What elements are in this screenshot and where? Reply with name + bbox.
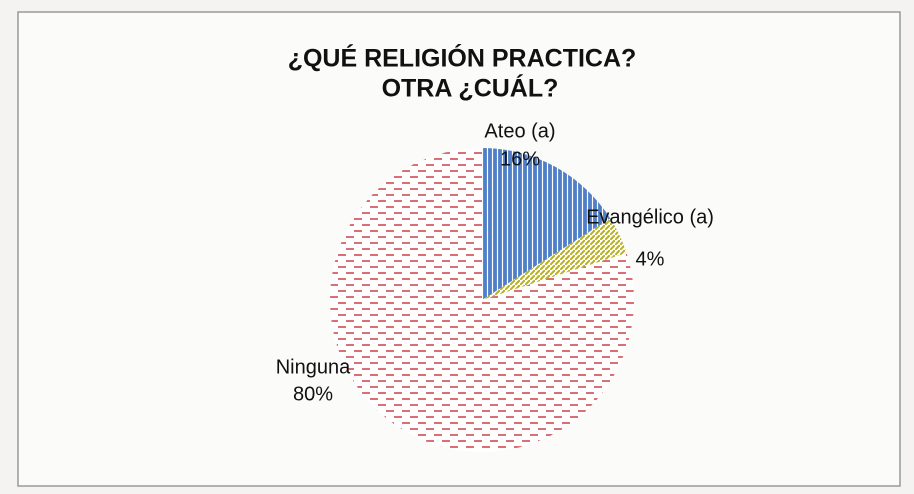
slice-value-label: 4% [636, 248, 665, 270]
chart-title: ¿QUÉ RELIGIÓN PRACTICA? [288, 43, 637, 73]
slice-label: Ninguna [276, 356, 351, 378]
pie-slice [482, 218, 627, 300]
slice-label: Evangélico (a) [586, 206, 714, 228]
pie-slice [330, 148, 635, 452]
slice-value-label: 80% [293, 383, 333, 405]
slice-label: Ateo (a) [484, 120, 555, 142]
chart-title: OTRA ¿CUÁL? [382, 74, 559, 103]
pie-slice [482, 148, 611, 300]
slice-value-label: 16% [500, 148, 540, 170]
